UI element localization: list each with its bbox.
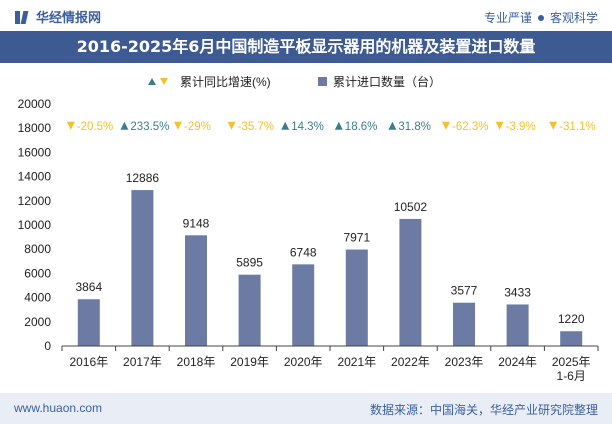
growth-down-triangle-icon — [66, 121, 75, 130]
growth-label: 233.5% — [130, 121, 169, 133]
x-tick-label: 2017年 — [123, 355, 162, 369]
title-bar: 2016-2025年6月中国制造平板显示器用的机器及装置进口数量 — [0, 31, 612, 63]
growth-down-triangle-icon — [174, 121, 182, 130]
growth-label: 31.8% — [398, 121, 431, 133]
growth-up-triangle-icon — [120, 121, 129, 130]
y-tick-label: 20000 — [18, 97, 52, 111]
growth-up-triangle-icon — [281, 121, 290, 130]
chart-area: 累计同比增速(%) 累计进口数量（台） 0 2000 4000 6000 8000 1000… — [0, 63, 612, 393]
y-tick-label: 16000 — [18, 145, 52, 159]
bar-value-label: 9148 — [183, 216, 210, 230]
bar-value-label: 1220 — [558, 312, 585, 326]
growth-up-triangle-icon — [388, 121, 397, 130]
legend-bar-swatch — [318, 77, 327, 86]
growth-down-triangle-icon — [549, 121, 558, 130]
footer-source: 数据来源：中国海关，华经产业研究院整理 — [369, 403, 598, 417]
brand-name: 华经情报网 — [36, 10, 102, 25]
chart-title: 2016-2025年6月中国制造平板显示器用的机器及装置进口数量 — [76, 37, 536, 56]
x-tick-label: 2022年 — [391, 355, 430, 369]
y-tick-label: 18000 — [18, 121, 52, 135]
x-tick-label: 2016年 — [69, 355, 108, 369]
x-tick-label: 2020年 — [284, 355, 323, 369]
bar — [185, 235, 207, 346]
slogan-right: 客观科学 — [549, 11, 598, 25]
x-tick-label: 2018年 — [177, 355, 216, 369]
y-tick-label: 2000 — [24, 315, 51, 329]
y-tick-label: 14000 — [18, 170, 52, 184]
growth-label: 18.6% — [345, 121, 378, 133]
legend-up-triangle-icon — [148, 78, 156, 85]
y-tick-label: 8000 — [24, 242, 51, 256]
y-tick-label: 10000 — [18, 218, 52, 232]
top-bar: 华经情报网 专业严谨 客观科学 — [0, 0, 612, 30]
slogan: 专业严谨 客观科学 — [484, 9, 598, 26]
legend-down-triangle-icon — [160, 78, 168, 85]
x-tick-label: 1-6月 — [557, 369, 586, 383]
brand: 华经情报网 — [14, 7, 101, 26]
bar — [292, 264, 315, 346]
x-tick-label: 2023年 — [445, 355, 484, 369]
y-tick-label: 0 — [44, 339, 51, 353]
growth-label: -31.1% — [559, 121, 595, 133]
brand-logo-icon — [14, 9, 30, 25]
growth-down-triangle-icon — [442, 121, 450, 130]
legend-growth-label: 累计同比增速(%) — [180, 75, 271, 89]
bar-value-label: 7971 — [343, 231, 370, 245]
bar — [77, 299, 100, 346]
bar-value-label: 3433 — [504, 285, 531, 299]
bar — [399, 218, 422, 346]
bar-value-label: 3577 — [451, 284, 478, 298]
legend-series-label: 累计进口数量（台） — [333, 74, 441, 89]
y-tick-label: 6000 — [24, 266, 51, 280]
growth-label: -3.9% — [506, 121, 536, 133]
bar-value-label: 5895 — [236, 256, 263, 270]
footer: www.huaon.com 数据来源：中国海关，华经产业研究院整理 — [0, 393, 612, 424]
growth-labels: -20.5% 233.5% -29% -35.7% 14.3% 18.6% 31.8% -62… — [66, 121, 596, 133]
growth-down-triangle-icon — [495, 121, 504, 130]
y-axis: 0 2000 4000 6000 8000 10000 12000 14000 16000 180… — [18, 97, 52, 353]
growth-label: -35.7% — [238, 121, 274, 133]
growth-label: 14.3% — [291, 121, 324, 133]
bar — [506, 304, 529, 346]
x-tick-label: 2025年 — [552, 355, 591, 369]
bar-value-label: 6748 — [290, 245, 317, 259]
growth-label: -62.3% — [452, 121, 488, 133]
bar-value-label: 12886 — [126, 171, 160, 185]
bar — [560, 331, 583, 346]
growth-label: -20.5% — [77, 121, 113, 133]
growth-label: -29% — [184, 121, 211, 133]
bar-value-label: 3864 — [75, 280, 102, 294]
bar — [238, 274, 261, 346]
x-tick-label: 2021年 — [337, 355, 376, 369]
growth-up-triangle-icon — [334, 121, 343, 130]
bars: 3864 12886 9148 5895 6748 7971 10502 3577 3433 12… — [75, 171, 585, 346]
x-tick-label: 2019年 — [230, 355, 269, 369]
bar — [345, 249, 368, 346]
bar-chart: 累计同比增速(%) 累计进口数量（台） 0 2000 4000 6000 8000 1000… — [18, 74, 599, 383]
bar — [453, 302, 475, 346]
footer-site-link[interactable]: www.huaon.com — [14, 401, 103, 415]
slogan-left: 专业严谨 — [483, 11, 532, 25]
dot-icon — [537, 14, 544, 21]
x-tick-label: 2024年 — [498, 355, 537, 369]
growth-down-triangle-icon — [227, 121, 236, 130]
y-tick-label: 4000 — [24, 291, 51, 305]
bar-value-label: 10502 — [394, 200, 428, 214]
bar — [131, 190, 154, 346]
y-tick-label: 12000 — [18, 194, 52, 208]
legend: 累计同比增速(%) 累计进口数量（台） — [148, 74, 441, 89]
x-axis: 2016年 2017年 2018年 2019年 2020年 2021年 2022年 2023年… — [61, 345, 599, 383]
